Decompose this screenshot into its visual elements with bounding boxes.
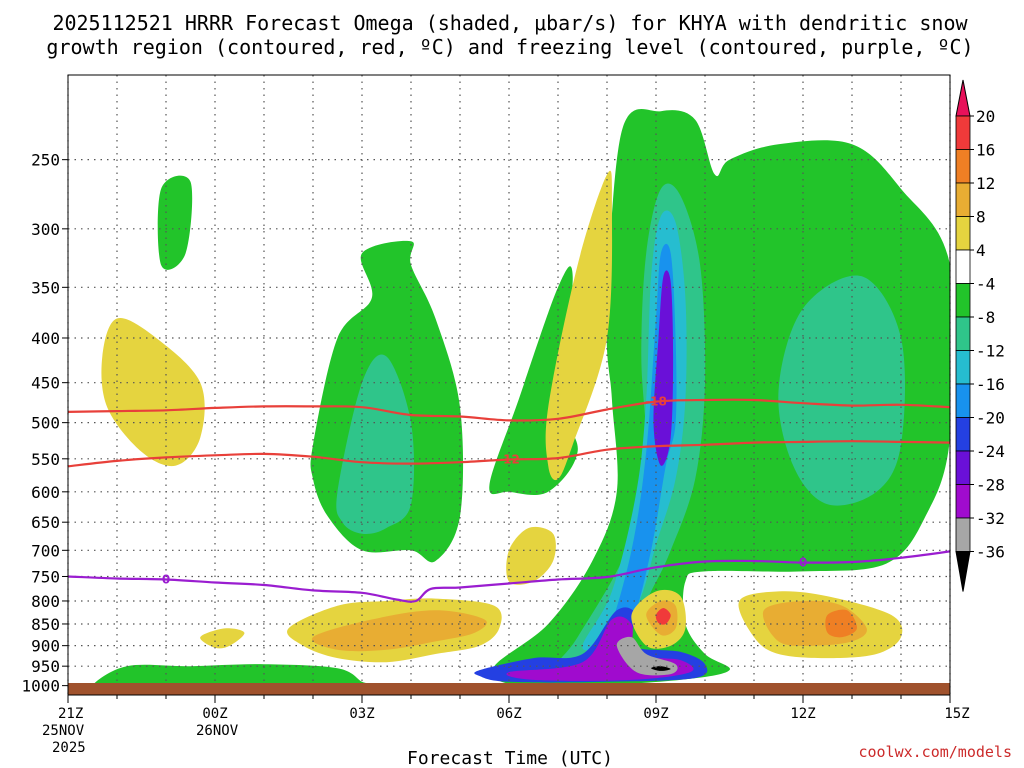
colorbar-segment — [955, 450, 971, 485]
omega-shading — [91, 109, 950, 688]
chart-title-line2: growth region (contoured, red, ºC) and f… — [46, 35, 973, 59]
contour-minus18 — [68, 398, 950, 422]
colorbar-label: -32 — [976, 509, 1005, 528]
x-tick-label: 12Z — [790, 706, 815, 722]
y-tick-label: 650 — [31, 513, 60, 532]
colorbar-label: 12 — [976, 174, 995, 193]
credit-text: coolwx.com/models — [858, 743, 1012, 761]
colorbar-label: -20 — [976, 409, 1005, 428]
y-tick-label: 400 — [31, 329, 60, 348]
contour-minus18-label: -18 — [645, 395, 667, 409]
y-tick-label: 350 — [31, 278, 60, 297]
colorbar-label: -28 — [976, 476, 1005, 495]
y-tick-label: 300 — [31, 220, 60, 239]
colorbar-segment — [955, 417, 971, 452]
omega-region-lower-band-gray — [616, 636, 678, 676]
colorbar-label: 4 — [976, 241, 986, 260]
colorbar-segment — [955, 149, 971, 184]
colorbar-top-arrow — [955, 79, 971, 117]
contour-lines: -18 -12 0 0 — [68, 395, 950, 603]
y-axis: 250 300 350 400 450 500 550 600 650 700 750 800 850 9… — [21, 151, 68, 696]
freezing-level-contour-label: 0 — [162, 573, 170, 587]
y-tick-label: 800 — [31, 592, 60, 611]
x-tick-date: 25NOV — [42, 723, 85, 739]
colorbar-segment — [955, 182, 971, 217]
omega-region-right-teal-cell — [778, 275, 906, 506]
colorbar-segment — [955, 283, 971, 318]
colorbar-segment — [955, 484, 971, 519]
omega-region-upper-core-green — [491, 109, 950, 687]
y-tick-label: 450 — [31, 374, 60, 393]
colorbar-label: -36 — [976, 543, 1005, 562]
omega-region-mid-teal — [336, 354, 415, 534]
y-tick-label: 500 — [31, 414, 60, 433]
y-tick-label: 850 — [31, 615, 60, 634]
ground-strip — [68, 683, 950, 695]
colorbar-label: 16 — [976, 141, 995, 160]
colorbar-segment — [955, 316, 971, 351]
omega-region-yellow-upleft — [101, 317, 205, 467]
omega-region-left-green-band — [91, 664, 378, 688]
contour-minus12 — [68, 440, 950, 468]
omega-region-upper-core-blue — [587, 243, 677, 671]
colorbar-label: 20 — [976, 107, 995, 126]
x-tick-label: 09Z — [643, 706, 668, 722]
colorbar-segment — [955, 350, 971, 385]
freezing-level-contour — [68, 550, 950, 603]
colorbar-label: -8 — [976, 308, 995, 327]
y-tick-label: 750 — [31, 567, 60, 586]
omega-region-red-lowcenter — [655, 608, 671, 625]
colorbar-bottom-arrow — [955, 551, 971, 592]
colorbar-segment — [955, 517, 971, 552]
colorbar-segment — [955, 383, 971, 418]
x-tick-date: 26NOV — [196, 723, 239, 739]
colorbar: 20 16 12 8 4 -4 -8 -12 -16 -20 -24 -28 -32 -36 — [955, 79, 1005, 592]
colorbar-label: -12 — [976, 342, 1005, 361]
x-tick-label: 06Z — [496, 706, 521, 722]
omega-region-yellow-tall-col — [545, 170, 613, 481]
colorbar-segment — [955, 216, 971, 251]
colorbar-segment — [955, 115, 971, 150]
x-tick-label: 00Z — [202, 706, 227, 722]
colorbar-label: -24 — [976, 442, 1005, 461]
colorbar-label: 8 — [976, 208, 986, 227]
x-tick-label: 21Z — [58, 706, 83, 722]
colorbar-segment — [955, 249, 971, 284]
y-tick-label: 250 — [31, 151, 60, 170]
chart-title-line1: 2025112521 HRRR Forecast Omega (shaded, … — [52, 11, 968, 35]
y-tick-label: 550 — [31, 450, 60, 469]
y-tick-label: 900 — [31, 637, 60, 656]
x-axis-title: Forecast Time (UTC) — [407, 748, 613, 768]
colorbar-label: -4 — [976, 275, 995, 294]
omega-region-dark-orange-lowright — [825, 609, 857, 638]
omega-region-yellow-small-mid — [506, 526, 556, 585]
y-tick-label: 1000 — [21, 677, 60, 696]
contour-minus12-label: -12 — [498, 452, 520, 466]
freezing-level-contour-label: 0 — [799, 556, 807, 570]
omega-region-upper-core-purple — [653, 270, 674, 466]
x-tick-label: 15Z — [944, 706, 969, 722]
y-tick-label: 700 — [31, 541, 60, 560]
omega-region-yellow-smallleft — [200, 628, 245, 649]
x-tick-year: 2025 — [52, 740, 86, 756]
x-tick-label: 03Z — [349, 706, 374, 722]
y-tick-label: 600 — [31, 483, 60, 502]
omega-region-orange-lowleft — [311, 610, 487, 652]
colorbar-label: -16 — [976, 375, 1005, 394]
y-tick-label: 950 — [31, 657, 60, 676]
